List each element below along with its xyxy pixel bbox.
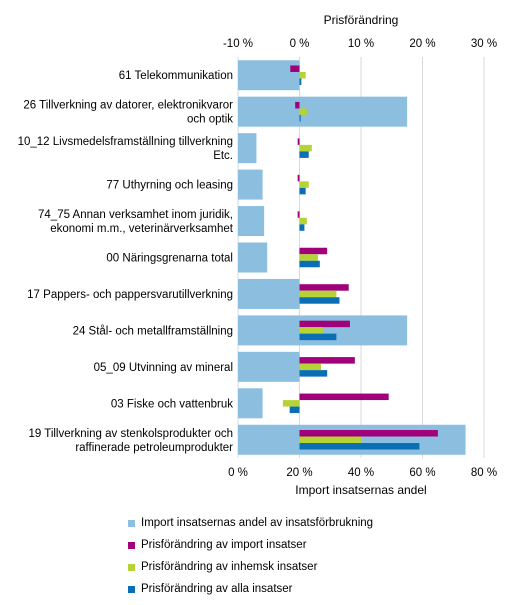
bar-import-share — [238, 278, 300, 309]
bar-price-change-all — [299, 187, 306, 195]
tick-labels: -10 % 0 % 10 % 20 % 30 % 0 % 20 % 40 % 60 % 80 % — [223, 38, 497, 479]
bar-import-share — [238, 96, 408, 127]
bar-price-change-all — [299, 224, 305, 231]
bar-price-change-all — [289, 406, 300, 414]
category-label: 17 Pappers- och pappersvarutillverkning — [27, 289, 233, 301]
bar-price-change-domestic — [299, 108, 307, 115]
bar-price-change-import — [297, 138, 300, 145]
legend-label: Prisförändring av inhemsk insatser — [141, 561, 318, 573]
legend-swatch — [128, 541, 135, 549]
bar-price-change-import — [299, 393, 389, 401]
bar-import-share — [238, 206, 265, 237]
bar-price-change-all — [299, 333, 337, 341]
category-label: raffinerade petroleumprodukter — [75, 442, 233, 454]
category-label: 03 Fiske och vattenbruk — [111, 398, 233, 410]
bar-price-change-all — [299, 370, 328, 377]
bar-price-change-all — [299, 114, 301, 122]
top-tick-label: 20 % — [409, 38, 435, 50]
category-labels: 61 Telekommunikation 26 Tillverkning av d… — [18, 70, 234, 454]
bar-price-change-import — [299, 284, 349, 291]
chart: Prisförändring Import insatsernas andel … — [18, 13, 498, 497]
bar-price-change-import — [297, 174, 300, 182]
bar-price-change-all — [299, 297, 340, 304]
bar-price-change-import — [295, 101, 300, 109]
bar-price-change-import — [297, 211, 300, 218]
legend-label: Prisförändring av import insatser — [141, 539, 307, 551]
bottom-axis-title: Import insatsernas andel — [295, 483, 426, 497]
bar-import-share — [238, 133, 257, 164]
bottom-tick-label: 40 % — [348, 467, 374, 479]
category-label: och optik — [187, 114, 233, 126]
bar-import-share — [238, 242, 268, 273]
bar-price-change-domestic — [299, 327, 323, 334]
bar-price-change-domestic — [299, 363, 322, 371]
bar-price-change-all — [299, 78, 302, 85]
bar-import-share — [238, 60, 300, 91]
category-label: 74_75 Annan verksamhet inom juridik, — [38, 209, 233, 221]
bar-price-change-import — [299, 357, 355, 364]
bar-price-change-domestic — [299, 181, 309, 188]
bar-price-change-import — [299, 320, 350, 328]
top-axis-title: Prisförändring — [324, 13, 399, 27]
bottom-tick-label: 0 % — [228, 467, 248, 479]
bar-price-change-all — [299, 151, 309, 158]
bar-price-change-all — [299, 260, 320, 268]
bar-import-share — [238, 169, 263, 200]
top-tick-label: 10 % — [348, 38, 374, 50]
category-label: 00 Näringsgrenarna total — [106, 253, 233, 265]
bar-import-share — [238, 351, 300, 382]
top-tick-label: 30 % — [471, 38, 497, 50]
bar-price-change-import — [299, 247, 328, 255]
top-tick-label: -10 % — [223, 38, 253, 50]
legend-label: Import insatsernas andel av insatsförbru… — [141, 517, 374, 529]
legend-label: Prisförändring av alla insatser — [141, 583, 293, 595]
category-label: 26 Tillverkning av datorer, elektronikva… — [23, 100, 233, 112]
bottom-tick-label: 20 % — [286, 467, 312, 479]
bar-price-change-all — [299, 443, 420, 450]
bottom-tick-label: 60 % — [409, 467, 435, 479]
legend-item: Prisförändring av alla insatser — [128, 579, 498, 599]
legend-swatch — [128, 563, 135, 571]
category-label: 61 Telekommunikation — [119, 70, 233, 82]
bar-price-change-domestic — [299, 254, 318, 261]
category-label: 24 Stål- och metallframställning — [73, 325, 233, 337]
category-label: 05_09 Utvinning av mineral — [94, 362, 233, 374]
bars — [238, 60, 466, 455]
bar-price-change-domestic — [299, 71, 306, 79]
legend-item: Prisförändring av inhemsk insatser — [128, 557, 498, 577]
legend-item: Import insatsernas andel av insatsförbru… — [128, 513, 498, 533]
bar-price-change-import — [299, 430, 438, 437]
top-tick-label: 0 % — [290, 38, 310, 50]
legend: Import insatsernas andel av insatsförbru… — [128, 513, 498, 601]
bottom-tick-label: 80 % — [471, 467, 497, 479]
category-label: 10_12 Livsmedelsframställning tillverkni… — [18, 136, 233, 148]
legend-swatch — [128, 519, 135, 527]
bar-price-change-domestic — [299, 436, 361, 444]
category-label: 77 Uthyrning och leasing — [106, 180, 233, 192]
bar-price-change-domestic — [282, 400, 300, 407]
bar-price-change-domestic — [299, 144, 312, 152]
category-label: Etc. — [213, 150, 233, 162]
legend-swatch — [128, 585, 135, 593]
bar-price-change-import — [290, 65, 300, 72]
bar-import-share — [238, 388, 263, 419]
category-label: 19 Tillverkning av stenkolsprodukter och — [28, 428, 233, 440]
bar-price-change-domestic — [299, 290, 337, 298]
bar-price-change-domestic — [299, 217, 307, 225]
legend-item: Prisförändring av import insatser — [128, 535, 498, 555]
category-label: ekonomi m.m., veterinärverksamhet — [50, 223, 234, 235]
